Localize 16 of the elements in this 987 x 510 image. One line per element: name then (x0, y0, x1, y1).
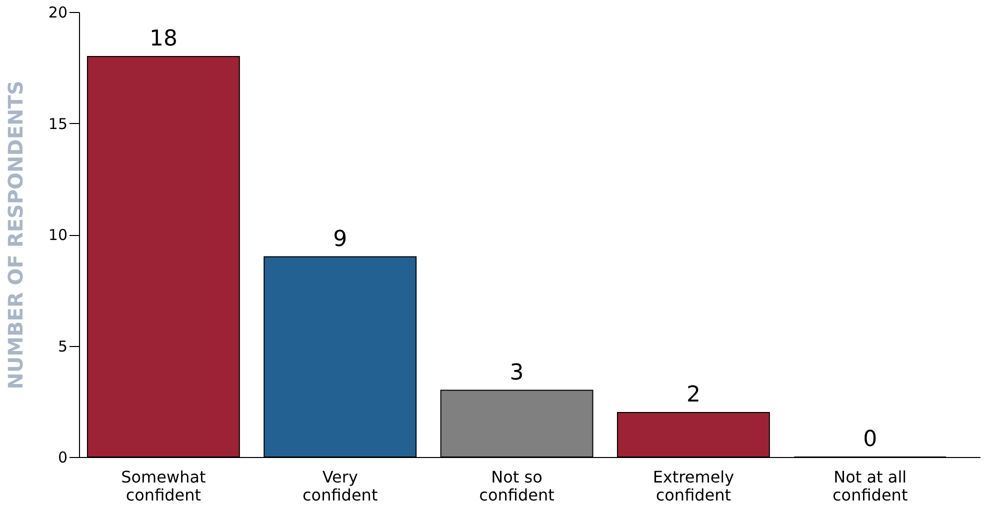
y-tick-label: 0 (58, 448, 68, 466)
data-label: 9 (333, 226, 348, 252)
y-tick-label: 15 (48, 114, 68, 133)
data-label: 2 (686, 382, 700, 408)
data-label: 3 (510, 360, 524, 386)
y-tick-label: 5 (58, 337, 68, 356)
y-tick-label: 20 (48, 4, 68, 22)
x-tick-label: Extremely confident (652, 468, 734, 504)
x-tick-label: Not so confident (479, 468, 554, 504)
x-tick-label: Not at all confident (832, 468, 908, 504)
x-tick-label: Very confident (302, 468, 378, 504)
data-label: 18 (149, 26, 178, 52)
data-label: 0 (863, 427, 878, 452)
y-axis-title: NUMBER OF RESPONDENTS (3, 80, 28, 390)
y-tick-label: 10 (48, 226, 68, 244)
x-tick-label: Somewhat confident (121, 468, 206, 504)
